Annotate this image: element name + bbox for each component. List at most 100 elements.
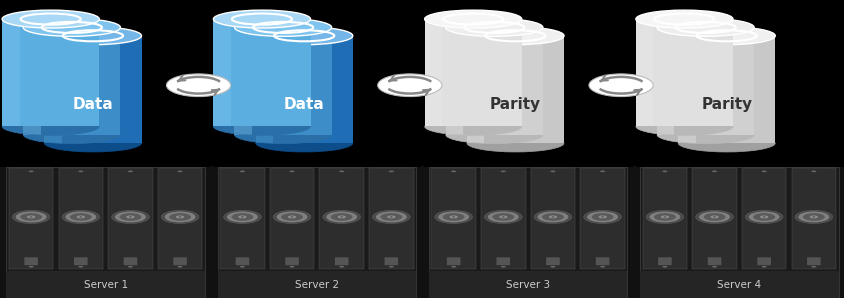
Circle shape	[29, 170, 34, 172]
Circle shape	[62, 210, 100, 224]
Circle shape	[127, 266, 133, 268]
Polygon shape	[424, 19, 522, 126]
Circle shape	[600, 216, 603, 218]
FancyBboxPatch shape	[530, 168, 575, 269]
Ellipse shape	[678, 134, 775, 152]
Ellipse shape	[2, 10, 100, 28]
Circle shape	[380, 213, 402, 221]
Circle shape	[388, 266, 393, 268]
Circle shape	[330, 213, 352, 221]
Circle shape	[748, 212, 779, 222]
Circle shape	[372, 210, 409, 224]
Ellipse shape	[446, 18, 543, 36]
FancyBboxPatch shape	[7, 271, 205, 298]
FancyBboxPatch shape	[431, 168, 475, 269]
FancyBboxPatch shape	[806, 257, 820, 265]
Circle shape	[500, 170, 506, 172]
Circle shape	[549, 170, 555, 172]
FancyBboxPatch shape	[640, 167, 837, 298]
Circle shape	[178, 216, 181, 218]
Circle shape	[810, 266, 815, 268]
Circle shape	[30, 216, 33, 218]
Ellipse shape	[44, 134, 142, 152]
FancyBboxPatch shape	[123, 257, 137, 265]
Circle shape	[161, 210, 198, 224]
Circle shape	[389, 216, 392, 218]
Circle shape	[662, 266, 667, 268]
Circle shape	[78, 266, 84, 268]
Circle shape	[452, 216, 455, 218]
FancyBboxPatch shape	[9, 168, 53, 269]
Circle shape	[273, 210, 311, 224]
Polygon shape	[23, 27, 121, 135]
Polygon shape	[213, 19, 230, 126]
Circle shape	[169, 213, 191, 221]
Circle shape	[338, 170, 344, 172]
Ellipse shape	[446, 126, 543, 144]
Circle shape	[711, 170, 717, 172]
FancyBboxPatch shape	[369, 168, 414, 269]
Circle shape	[449, 215, 457, 218]
Ellipse shape	[467, 27, 564, 45]
Polygon shape	[678, 36, 775, 143]
Ellipse shape	[635, 117, 733, 135]
Circle shape	[337, 215, 345, 218]
Circle shape	[649, 212, 679, 222]
FancyBboxPatch shape	[691, 168, 736, 269]
FancyBboxPatch shape	[741, 168, 786, 269]
Circle shape	[588, 74, 652, 97]
Circle shape	[533, 210, 571, 224]
Circle shape	[442, 213, 464, 221]
Ellipse shape	[234, 126, 331, 144]
FancyBboxPatch shape	[319, 168, 364, 269]
Circle shape	[598, 215, 606, 218]
FancyBboxPatch shape	[640, 271, 837, 298]
Circle shape	[653, 213, 675, 221]
Circle shape	[240, 170, 245, 172]
Circle shape	[744, 210, 782, 224]
Circle shape	[762, 216, 765, 218]
Text: Server 3: Server 3	[506, 280, 549, 290]
Circle shape	[165, 212, 195, 222]
Polygon shape	[2, 19, 19, 126]
Circle shape	[338, 266, 344, 268]
Circle shape	[387, 215, 395, 218]
FancyBboxPatch shape	[446, 257, 460, 265]
Polygon shape	[678, 36, 695, 143]
FancyBboxPatch shape	[235, 257, 249, 265]
Ellipse shape	[213, 10, 311, 28]
Circle shape	[290, 216, 293, 218]
Circle shape	[809, 215, 817, 218]
Circle shape	[710, 215, 718, 218]
Ellipse shape	[2, 117, 100, 135]
FancyBboxPatch shape	[791, 168, 836, 269]
Circle shape	[126, 215, 134, 218]
Circle shape	[78, 170, 84, 172]
Circle shape	[760, 170, 766, 172]
Circle shape	[487, 212, 518, 222]
Polygon shape	[467, 36, 484, 143]
Circle shape	[13, 210, 50, 224]
Circle shape	[20, 213, 42, 221]
Text: Parity: Parity	[701, 97, 751, 112]
Circle shape	[583, 210, 620, 224]
Ellipse shape	[234, 18, 331, 36]
FancyBboxPatch shape	[218, 271, 416, 298]
Circle shape	[500, 266, 506, 268]
Circle shape	[548, 215, 556, 218]
Ellipse shape	[23, 126, 121, 144]
Circle shape	[499, 215, 507, 218]
Polygon shape	[235, 27, 252, 135]
Circle shape	[288, 215, 296, 218]
Polygon shape	[446, 27, 463, 135]
Circle shape	[340, 216, 343, 218]
Polygon shape	[467, 36, 564, 143]
FancyBboxPatch shape	[58, 168, 103, 269]
Circle shape	[224, 210, 261, 224]
Text: Server 4: Server 4	[717, 280, 760, 290]
FancyBboxPatch shape	[429, 167, 626, 298]
FancyBboxPatch shape	[595, 257, 609, 265]
Polygon shape	[657, 27, 674, 135]
FancyBboxPatch shape	[269, 168, 314, 269]
Ellipse shape	[424, 117, 522, 135]
